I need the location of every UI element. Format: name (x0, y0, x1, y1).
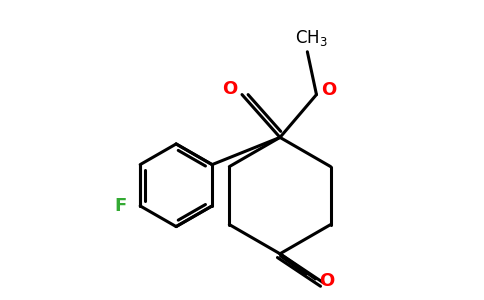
Text: O: O (222, 80, 237, 98)
Text: O: O (321, 80, 337, 98)
Text: CH$_3$: CH$_3$ (295, 28, 328, 48)
Text: F: F (115, 197, 127, 215)
Text: O: O (319, 272, 334, 290)
